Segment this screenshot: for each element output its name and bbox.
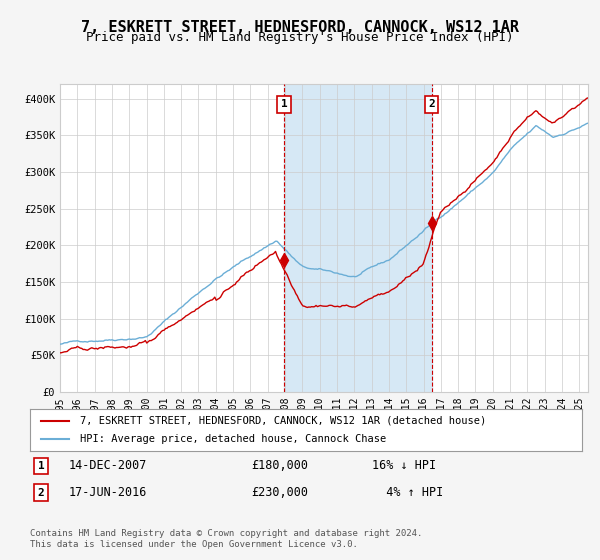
Text: 4% ↑ HPI: 4% ↑ HPI (372, 486, 443, 500)
Text: £180,000: £180,000 (251, 459, 308, 473)
Text: 17-JUN-2016: 17-JUN-2016 (68, 486, 147, 500)
Text: 2: 2 (38, 488, 44, 498)
Text: Contains HM Land Registry data © Crown copyright and database right 2024.
This d: Contains HM Land Registry data © Crown c… (30, 529, 422, 549)
Text: Price paid vs. HM Land Registry's House Price Index (HPI): Price paid vs. HM Land Registry's House … (86, 31, 514, 44)
Text: 16% ↓ HPI: 16% ↓ HPI (372, 459, 436, 473)
Text: 14-DEC-2007: 14-DEC-2007 (68, 459, 147, 473)
Text: 2: 2 (428, 100, 435, 109)
Text: 7, ESKRETT STREET, HEDNESFORD, CANNOCK, WS12 1AR (detached house): 7, ESKRETT STREET, HEDNESFORD, CANNOCK, … (80, 416, 486, 426)
Text: 1: 1 (38, 461, 44, 471)
Text: 7, ESKRETT STREET, HEDNESFORD, CANNOCK, WS12 1AR: 7, ESKRETT STREET, HEDNESFORD, CANNOCK, … (81, 20, 519, 35)
Bar (284, 84, 431, 392)
Text: £230,000: £230,000 (251, 486, 308, 500)
Text: 1: 1 (281, 100, 287, 109)
Text: HPI: Average price, detached house, Cannock Chase: HPI: Average price, detached house, Cann… (80, 434, 386, 444)
